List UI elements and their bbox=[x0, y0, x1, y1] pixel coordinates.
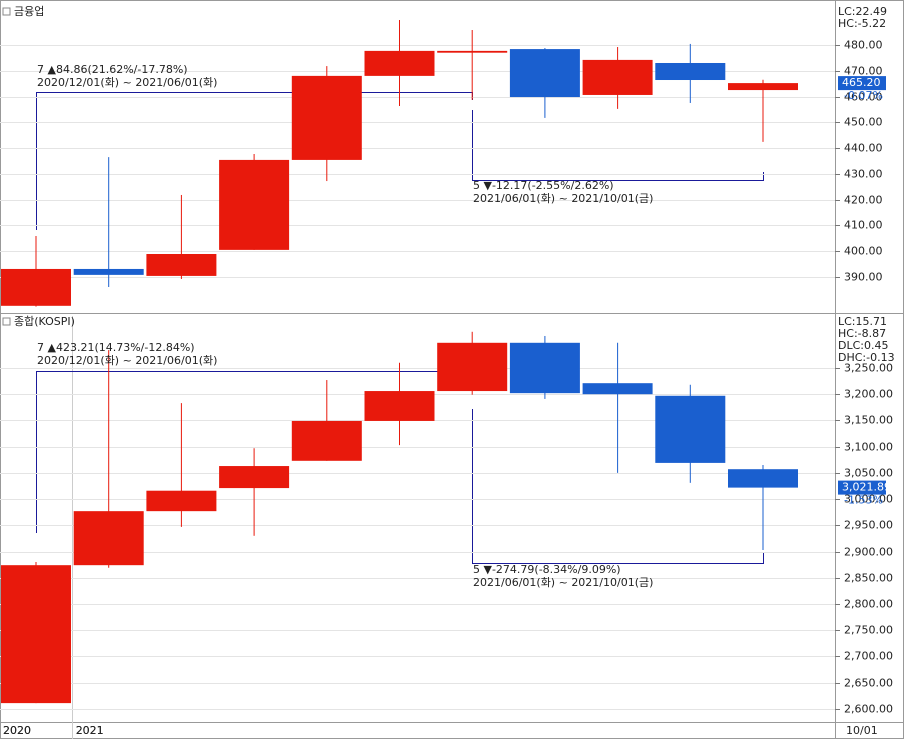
candle-body bbox=[73, 511, 144, 566]
title-icon bbox=[2, 7, 11, 16]
info-label: LC:15.71 bbox=[838, 315, 887, 328]
last-price-box bbox=[838, 480, 886, 495]
x-tick-label: 2020 bbox=[3, 724, 31, 737]
measure-annotation: 2020/12/01(화) ~ 2021/06/01(화) bbox=[37, 76, 217, 89]
y-tick-label: 2,600.00 bbox=[844, 703, 893, 716]
y-tick-label: 410.00 bbox=[844, 219, 883, 232]
measure-annotation: 5 ▼-12.17(-2.55%/2.62%) bbox=[473, 179, 614, 192]
info-label: DLC:0.45 bbox=[838, 339, 888, 352]
y-tick-label: 470.00 bbox=[844, 65, 883, 78]
y-tick-label: 450.00 bbox=[844, 116, 883, 129]
x-end-label: 10/01 bbox=[846, 724, 878, 737]
x-tick-label: 2021 bbox=[76, 724, 104, 737]
candle-body bbox=[291, 75, 362, 160]
x-tick-label: 2021 bbox=[76, 724, 104, 737]
info-label: HC:-5.22 bbox=[838, 17, 886, 30]
candle-body bbox=[728, 83, 798, 91]
x-tick-label: 2020 bbox=[3, 724, 31, 737]
info-label: HC:-8.87 bbox=[838, 327, 886, 340]
info-label: LC:22.49 bbox=[838, 5, 887, 18]
measure-annotation: 2020/12/01(화) ~ 2021/06/01(화) bbox=[37, 354, 217, 367]
y-tick-label: 2,650.00 bbox=[844, 677, 893, 690]
candle-body bbox=[1, 565, 71, 704]
measure-annotation: 7 ▲423.21(14.73%/-12.84%) bbox=[37, 341, 195, 354]
panel-title: 종합(KOSPI) bbox=[14, 315, 75, 328]
measure-annotation: 2021/06/01(화) ~ 2021/10/01(금) bbox=[473, 192, 653, 205]
bracket-lines bbox=[36, 92, 764, 564]
period-bracket bbox=[472, 110, 764, 181]
last-price-box bbox=[838, 76, 886, 91]
candle-body bbox=[655, 395, 726, 463]
title-icon bbox=[2, 317, 11, 326]
y-tick-label: 430.00 bbox=[844, 168, 883, 181]
candle-body bbox=[728, 469, 798, 488]
y-tick-label: 3,050.00 bbox=[844, 467, 893, 480]
last-change-label: -0.07% bbox=[844, 89, 883, 102]
y-tick-label: 390.00 bbox=[844, 271, 883, 284]
candle-body bbox=[509, 49, 580, 98]
candle-body bbox=[437, 50, 508, 53]
candle-body bbox=[146, 254, 217, 276]
candle-body bbox=[219, 466, 290, 489]
candle-body bbox=[582, 59, 653, 95]
measure-annotation: 5 ▼-274.79(-8.34%/9.09%) bbox=[473, 563, 621, 576]
candle-body bbox=[364, 50, 435, 76]
candle-body bbox=[655, 62, 726, 81]
y-tick-label: 3,150.00 bbox=[844, 414, 893, 427]
period-bracket bbox=[472, 409, 764, 564]
candle-body bbox=[219, 159, 290, 250]
candle-body bbox=[1, 268, 71, 306]
last-change-label: -1.53% bbox=[844, 494, 883, 507]
y-tick-label: 3,000.00 bbox=[844, 493, 893, 506]
candle-body bbox=[73, 268, 144, 275]
y-tick-label: 420.00 bbox=[844, 194, 883, 207]
last-price-label: 3,021.89 bbox=[842, 481, 891, 494]
candle-body bbox=[582, 383, 653, 395]
panel-title: 금융업 bbox=[14, 5, 44, 18]
last-price-label: 465.20 bbox=[842, 76, 881, 89]
y-tick-label: 400.00 bbox=[844, 245, 883, 258]
y-tick-label: 460.00 bbox=[844, 91, 883, 104]
y-tick-label: 440.00 bbox=[844, 142, 883, 155]
y-tick-label: 480.00 bbox=[844, 39, 883, 52]
y-tick-label: 3,200.00 bbox=[844, 388, 893, 401]
candle-body bbox=[364, 391, 435, 421]
y-tick-label: 2,700.00 bbox=[844, 650, 893, 663]
y-tick-label: 2,900.00 bbox=[844, 546, 893, 559]
y-tick-label: 2,850.00 bbox=[844, 572, 893, 585]
candle-body bbox=[291, 420, 362, 461]
candle-body bbox=[146, 490, 217, 512]
candle-body bbox=[509, 342, 580, 394]
y-tick-label: 3,100.00 bbox=[844, 441, 893, 454]
y-tick-label: 2,800.00 bbox=[844, 598, 893, 611]
y-tick-label: 2,750.00 bbox=[844, 624, 893, 637]
y-tick-label: 2,950.00 bbox=[844, 519, 893, 532]
info-label: DHC:-0.13 bbox=[838, 351, 895, 364]
candle-body bbox=[437, 342, 508, 392]
measure-annotation: 7 ▲84.86(21.62%/-17.78%) bbox=[37, 63, 188, 76]
measure-annotation: 2021/06/01(화) ~ 2021/10/01(금) bbox=[473, 576, 653, 589]
y-tick-label: 3,250.00 bbox=[844, 362, 893, 375]
